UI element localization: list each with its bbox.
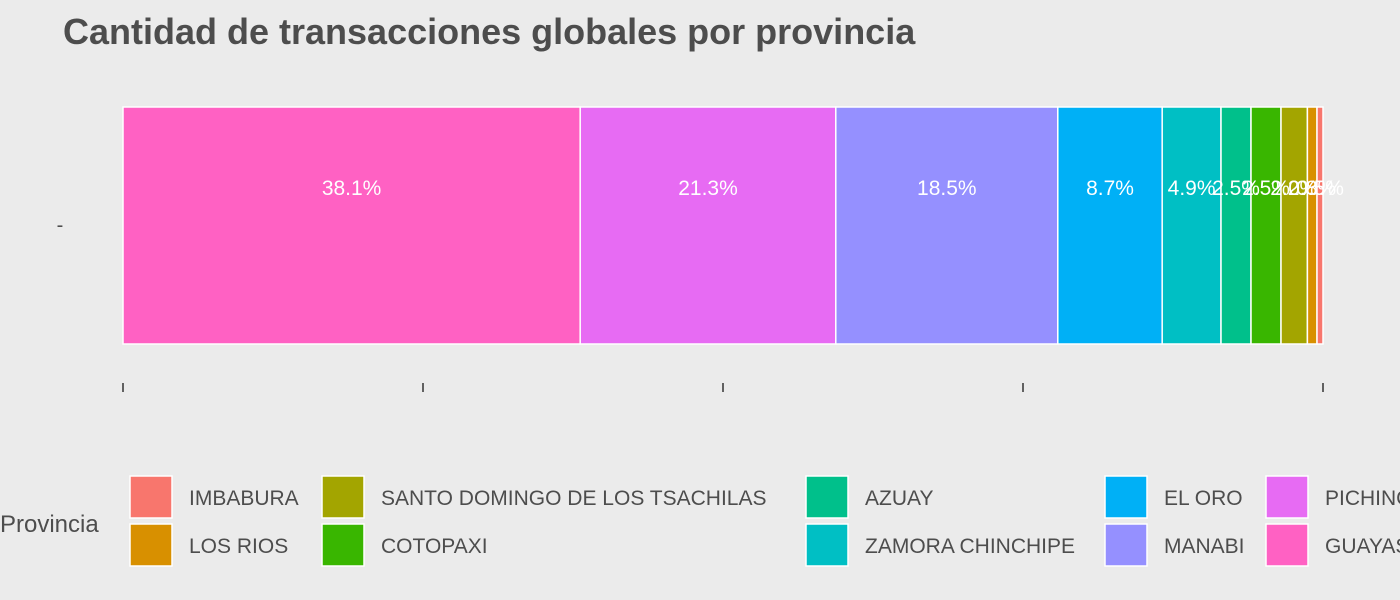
legend-swatch-pichincha <box>1265 475 1309 519</box>
legend-swatch-zamora-chinchipe <box>805 523 849 567</box>
legend-swatch-el-oro <box>1104 475 1148 519</box>
legend-label-imbabura: IMBABURA <box>189 487 299 510</box>
bar-segment-zamora-chinchipe <box>1161 106 1222 345</box>
legend-swatch-los-rios <box>129 523 173 567</box>
legend-swatch-imbabura <box>129 475 173 519</box>
legend-label-los-rios: LOS RIOS <box>189 535 288 558</box>
legend-swatch-cotopaxi <box>321 523 365 567</box>
bar-segment-guayas <box>122 106 581 345</box>
y-axis: - <box>57 215 64 237</box>
legend-swatch-azuay <box>805 475 849 519</box>
bar-segment-manabi <box>835 106 1059 345</box>
legend-label-cotopaxi: COTOPAXI <box>381 535 488 558</box>
legend-label-pichincha: PICHINCHA <box>1325 487 1400 510</box>
data-label-los-rios: 0.8% <box>1288 177 1336 200</box>
legend-label-manabi: MANABI <box>1164 535 1245 558</box>
legend-swatch-manabi <box>1104 523 1148 567</box>
legend-label-azuay: AZUAY <box>865 487 933 510</box>
data-label-azuay: 2.5% <box>1212 177 1260 200</box>
data-label-pichincha: 21.3% <box>678 177 738 200</box>
data-label-cotopaxi: 2.5% <box>1242 177 1290 200</box>
data-label-manabi: 18.5% <box>917 177 977 200</box>
bar-segment-santo-domingo-de-los-tsachilas <box>1280 106 1309 345</box>
bar-segment-azuay <box>1220 106 1252 345</box>
data-label-zamora-chinchipe: 4.9% <box>1168 177 1216 200</box>
data-label-imbabura: 0.5% <box>1296 177 1344 200</box>
bar-segment-cotopaxi <box>1250 106 1282 345</box>
bar-segment-imbabura <box>1316 106 1324 345</box>
y-tick-label: - <box>57 215 64 237</box>
x-axis <box>122 383 1324 392</box>
legend-label-zamora-chinchipe: ZAMORA CHINCHIPE <box>865 535 1075 558</box>
data-label-el-oro: 8.7% <box>1086 177 1134 200</box>
legend-title: Provincia <box>0 511 99 538</box>
legend-label-el-oro: EL ORO <box>1164 487 1243 510</box>
plot-area: 38.1% 21.3% 18.5% 8.7% 4.9%2.5%2.5%2.2%0.8%0… <box>122 106 1344 345</box>
legend-swatch-santo-domingo-de-los-tsachilas <box>321 475 365 519</box>
legend-label-santo-domingo-de-los-tsachilas: SANTO DOMINGO DE LOS TSACHILAS <box>381 487 766 510</box>
bar-segment-los-rios <box>1306 106 1318 345</box>
bar-segment-pichincha <box>579 106 837 345</box>
data-label-santo-domingo-de-los-tsachilas: 2.2% <box>1270 177 1318 200</box>
legend: Provincia IMBABURA SANTO DOMINGO DE LOS TS… <box>0 475 1400 567</box>
legend-label-guayas: GUAYAS <box>1325 535 1400 558</box>
chart-title: Cantidad de transacciones globales por p… <box>63 11 916 52</box>
bar-segment-el-oro <box>1057 106 1163 345</box>
data-label-guayas: 38.1% <box>322 177 382 200</box>
legend-swatch-guayas <box>1265 523 1309 567</box>
